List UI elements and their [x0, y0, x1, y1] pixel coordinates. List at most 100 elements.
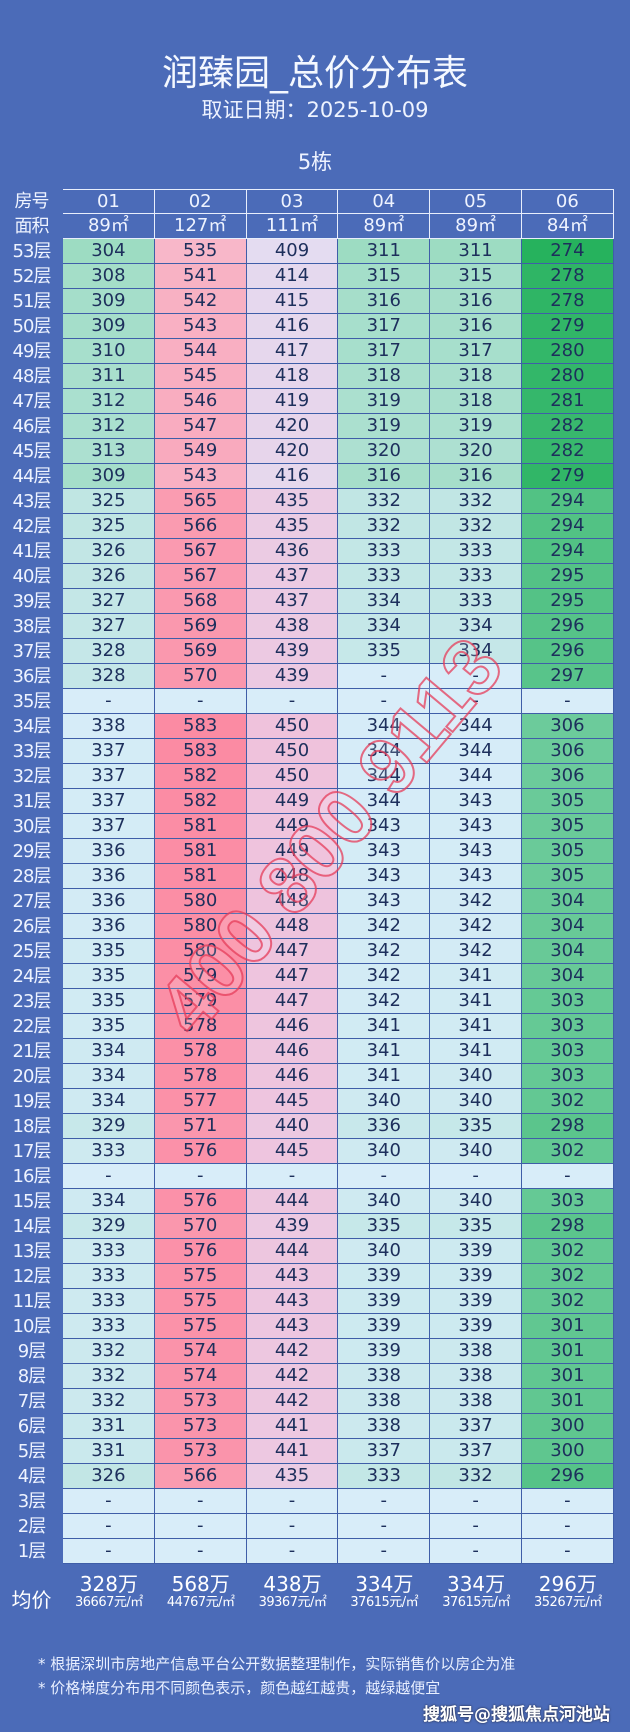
- price-cell: 444: [246, 1189, 339, 1214]
- price-cell: 437: [246, 589, 339, 614]
- price-cell: 331: [63, 1439, 155, 1464]
- price-cell: -: [338, 1514, 431, 1539]
- price-cell: 415: [246, 289, 339, 314]
- price-cell: 339: [338, 1264, 431, 1289]
- price-cell: 447: [246, 939, 339, 964]
- source-watermark: 搜狐号@搜狐焦点河池站: [423, 1705, 610, 1725]
- price-cell: 333: [430, 589, 522, 614]
- table-row: 48层 311 545 418 318 318 280: [0, 364, 630, 389]
- price-cell: 547: [154, 414, 247, 439]
- floor-label: 40层: [12, 566, 52, 587]
- floor-label: 17层: [12, 1141, 52, 1162]
- price-cell: 315: [430, 264, 522, 289]
- floor-label: 10层: [12, 1316, 52, 1337]
- price-cell: 439: [246, 664, 339, 689]
- price-cell: -: [430, 1539, 522, 1564]
- price-cell: 575: [154, 1264, 247, 1289]
- floor-label: 26层: [12, 916, 52, 937]
- floor-label: 7层: [17, 1391, 46, 1412]
- price-cell: 578: [154, 1039, 247, 1064]
- price-cell: 332: [430, 1464, 522, 1489]
- floor-label: 4层: [17, 1466, 46, 1487]
- floor-label: 38层: [12, 616, 52, 637]
- price-cell: 338: [430, 1364, 522, 1389]
- floor-label: 50层: [12, 316, 52, 337]
- table-row: 39层 327 568 437 334 333 295: [0, 589, 630, 614]
- price-cell: 295: [521, 589, 614, 614]
- price-cell: 570: [154, 664, 247, 689]
- price-cell: 339: [430, 1314, 522, 1339]
- footnote: * 价格梯度分布用不同颜色表示，颜色越红越贵，越绿越便宜: [38, 1679, 441, 1697]
- price-cell: 574: [154, 1364, 247, 1389]
- price-cell: 444: [246, 1239, 339, 1264]
- price-cell: 337: [63, 739, 155, 764]
- table-row: 5层 331 573 441 337 337 300: [0, 1439, 630, 1464]
- room-header: 01: [63, 189, 155, 214]
- table-row: 20层 334 578 446 341 340 303: [0, 1064, 630, 1089]
- price-cell: 580: [154, 914, 247, 939]
- page-title: 润臻园_总价分布表: [161, 53, 468, 94]
- floor-label: 18层: [12, 1116, 52, 1137]
- price-cell: -: [430, 664, 522, 689]
- price-cell: -: [246, 1514, 339, 1539]
- table-row: 22层 335 578 446 341 341 303: [0, 1014, 630, 1039]
- average-unit-price: 37615元/㎡: [442, 1595, 510, 1610]
- price-cell: 449: [246, 789, 339, 814]
- price-cell: 340: [430, 1189, 522, 1214]
- table-row: 4层 326 566 435 333 332 296: [0, 1464, 630, 1489]
- floor-label: 41层: [12, 541, 52, 562]
- table-row: 24层 335 579 447 342 341 304: [0, 964, 630, 989]
- table-row: 51层 309 542 415 316 316 278: [0, 289, 630, 314]
- price-cell: 297: [521, 664, 614, 689]
- price-cell: 343: [338, 839, 431, 864]
- price-cell: 568: [154, 589, 247, 614]
- price-cell: 580: [154, 939, 247, 964]
- price-cell: 338: [430, 1339, 522, 1364]
- price-cell: 326: [63, 539, 155, 564]
- floor-label: 49层: [12, 341, 52, 362]
- price-cell: 327: [63, 589, 155, 614]
- floor-label: 12层: [12, 1266, 52, 1287]
- table-row: 7层 332 573 442 338 338 301: [0, 1389, 630, 1414]
- price-cell: 583: [154, 739, 247, 764]
- price-cell: 309: [63, 464, 155, 489]
- price-cell: 303: [521, 1014, 614, 1039]
- price-cell: 337: [430, 1439, 522, 1464]
- floor-label: 53层: [12, 241, 52, 262]
- price-cell: 318: [338, 364, 431, 389]
- price-cell: 315: [338, 264, 431, 289]
- price-cell: 416: [246, 314, 339, 339]
- price-cell: 319: [338, 414, 431, 439]
- price-cell: 338: [338, 1364, 431, 1389]
- price-cell: 303: [521, 1064, 614, 1089]
- price-cell: -: [154, 1489, 247, 1514]
- price-cell: 333: [63, 1289, 155, 1314]
- table-row: 27层 336 580 448 343 342 304: [0, 889, 630, 914]
- table-row: 11层 333 575 443 339 339 302: [0, 1289, 630, 1314]
- price-cell: 303: [521, 1189, 614, 1214]
- price-cell: -: [430, 689, 522, 714]
- price-cell: 344: [338, 764, 431, 789]
- average-price-row: 均价 328万 36667元/㎡ 568万 44767元/㎡ 438万 39367元/…: [0, 1572, 630, 1613]
- floor-label: 35层: [12, 691, 52, 712]
- price-cell: 304: [521, 889, 614, 914]
- price-cell: 573: [154, 1414, 247, 1439]
- price-cell: 335: [63, 964, 155, 989]
- area-header: 89㎡: [338, 214, 431, 239]
- table-row: 38层 327 569 438 334 334 296: [0, 614, 630, 639]
- floor-label: 13层: [12, 1241, 52, 1262]
- price-cell: 340: [338, 1089, 431, 1114]
- price-cell: 281: [521, 389, 614, 414]
- price-cell: -: [154, 1514, 247, 1539]
- price-cell: 420: [246, 439, 339, 464]
- price-cell: 332: [430, 489, 522, 514]
- price-cell: 280: [521, 364, 614, 389]
- price-cell: 301: [521, 1364, 614, 1389]
- price-cell: 320: [430, 439, 522, 464]
- floor-label: 34层: [12, 716, 52, 737]
- price-cell: 445: [246, 1089, 339, 1114]
- price-cell: 418: [246, 364, 339, 389]
- price-cell: -: [246, 1164, 339, 1189]
- price-cell: -: [430, 1164, 522, 1189]
- price-cell: 344: [338, 789, 431, 814]
